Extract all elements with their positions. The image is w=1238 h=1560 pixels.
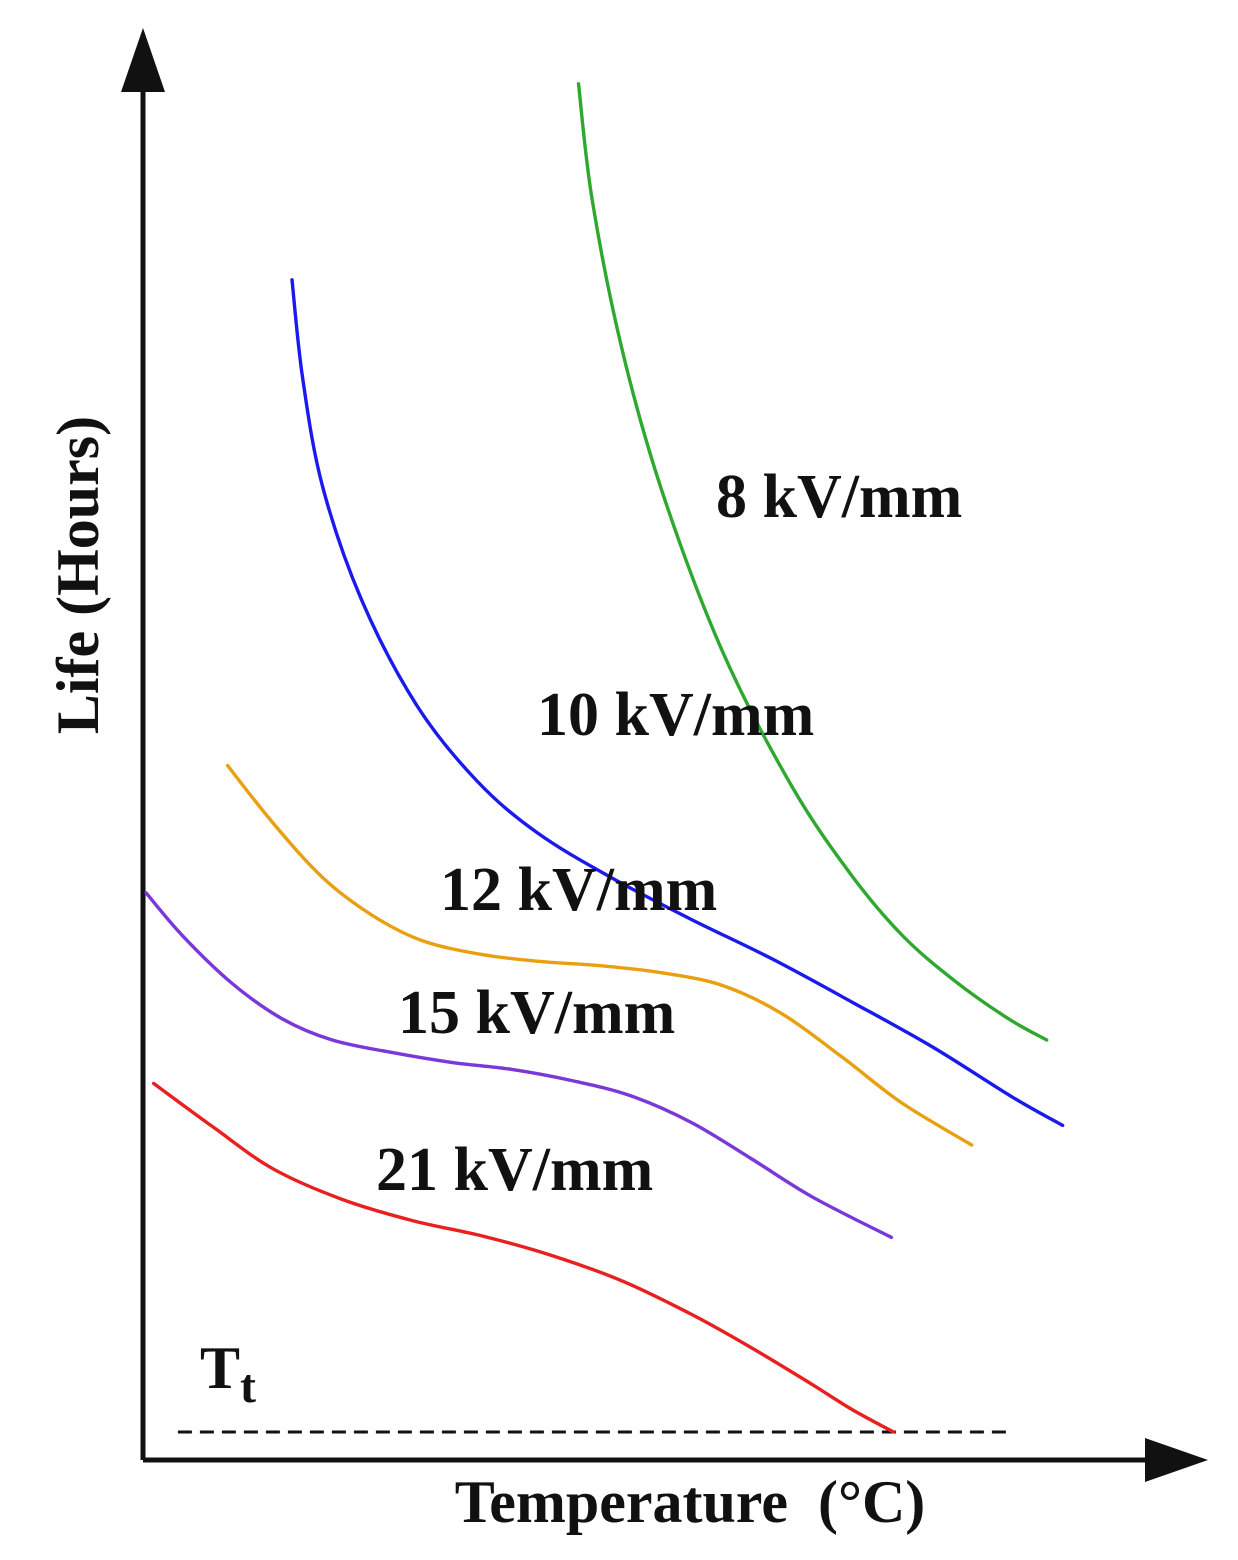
series-curve-8-kv-mm xyxy=(576,82,1049,1042)
series-label-15kv: 15 kV/mm xyxy=(398,979,675,1047)
y-axis-title: Life (Hours) xyxy=(45,416,111,734)
threshold-label: Tt xyxy=(200,1335,256,1413)
series-labels: 8 kV/mm 10 kV/mm 12 kV/mm 15 kV/mm 21 kV… xyxy=(376,463,962,1204)
series-curves xyxy=(144,82,1065,1434)
series-label-21kv: 21 kV/mm xyxy=(376,1136,653,1204)
threshold-label-main: T xyxy=(200,1335,240,1401)
x-axis-arrow-icon xyxy=(1145,1438,1208,1482)
series-label-10kv: 10 kV/mm xyxy=(537,681,814,749)
series-curve-15-kv-mm xyxy=(144,891,894,1240)
x-axis-title: Temperature (°C) xyxy=(455,1469,926,1535)
series-label-12kv: 12 kV/mm xyxy=(440,856,717,924)
series-curve-10-kv-mm xyxy=(290,278,1065,1128)
threshold-line-group: Tt xyxy=(177,1335,1007,1434)
series-curve-21-kv-mm xyxy=(151,1081,896,1434)
y-axis-arrow-icon xyxy=(121,28,165,92)
series-curve-12-kv-mm xyxy=(225,763,974,1147)
threshold-label-sub: t xyxy=(240,1360,256,1413)
series-label-8kv: 8 kV/mm xyxy=(716,463,962,531)
axes xyxy=(121,28,1208,1482)
